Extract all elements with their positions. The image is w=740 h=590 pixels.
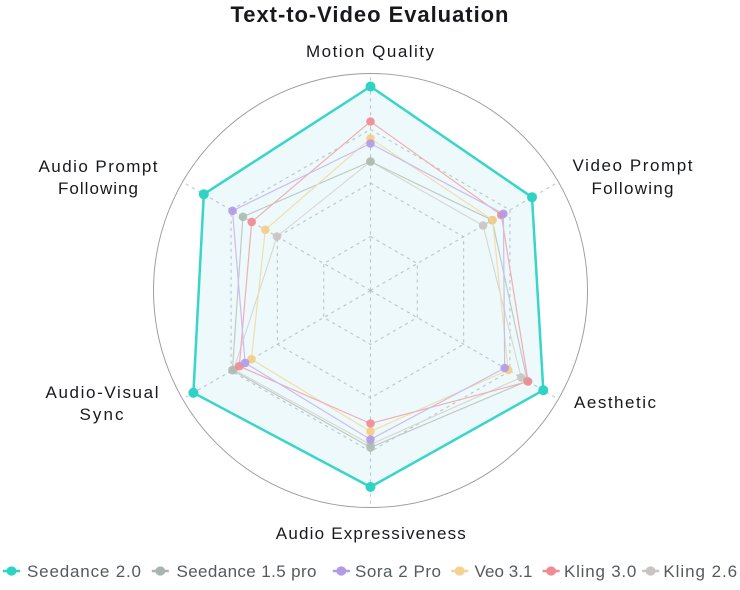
svg-text:Aesthetic: Aesthetic — [574, 393, 657, 412]
svg-text:Motion Quality: Motion Quality — [306, 42, 435, 61]
svg-text:Seedance 1.5 pro: Seedance 1.5 pro — [177, 562, 317, 581]
svg-text:Following: Following — [592, 179, 674, 198]
svg-text:Text-to-Video Evaluation: Text-to-Video Evaluation — [231, 2, 509, 27]
svg-text:Audio-Visual: Audio-Visual — [46, 383, 159, 402]
svg-text:Sora 2 Pro: Sora 2 Pro — [355, 562, 441, 581]
svg-text:Kling 3.0: Kling 3.0 — [564, 562, 636, 581]
svg-text:Audio Expressiveness: Audio Expressiveness — [276, 524, 466, 543]
svg-text:Following: Following — [58, 179, 138, 198]
svg-text:Veo 3.1: Veo 3.1 — [475, 562, 533, 581]
svg-text:Video Prompt: Video Prompt — [573, 156, 693, 175]
svg-text:Kling 2.6: Kling 2.6 — [663, 562, 737, 581]
svg-text:Audio Prompt: Audio Prompt — [39, 157, 158, 176]
svg-text:Seedance 2.0: Seedance 2.0 — [27, 562, 141, 581]
